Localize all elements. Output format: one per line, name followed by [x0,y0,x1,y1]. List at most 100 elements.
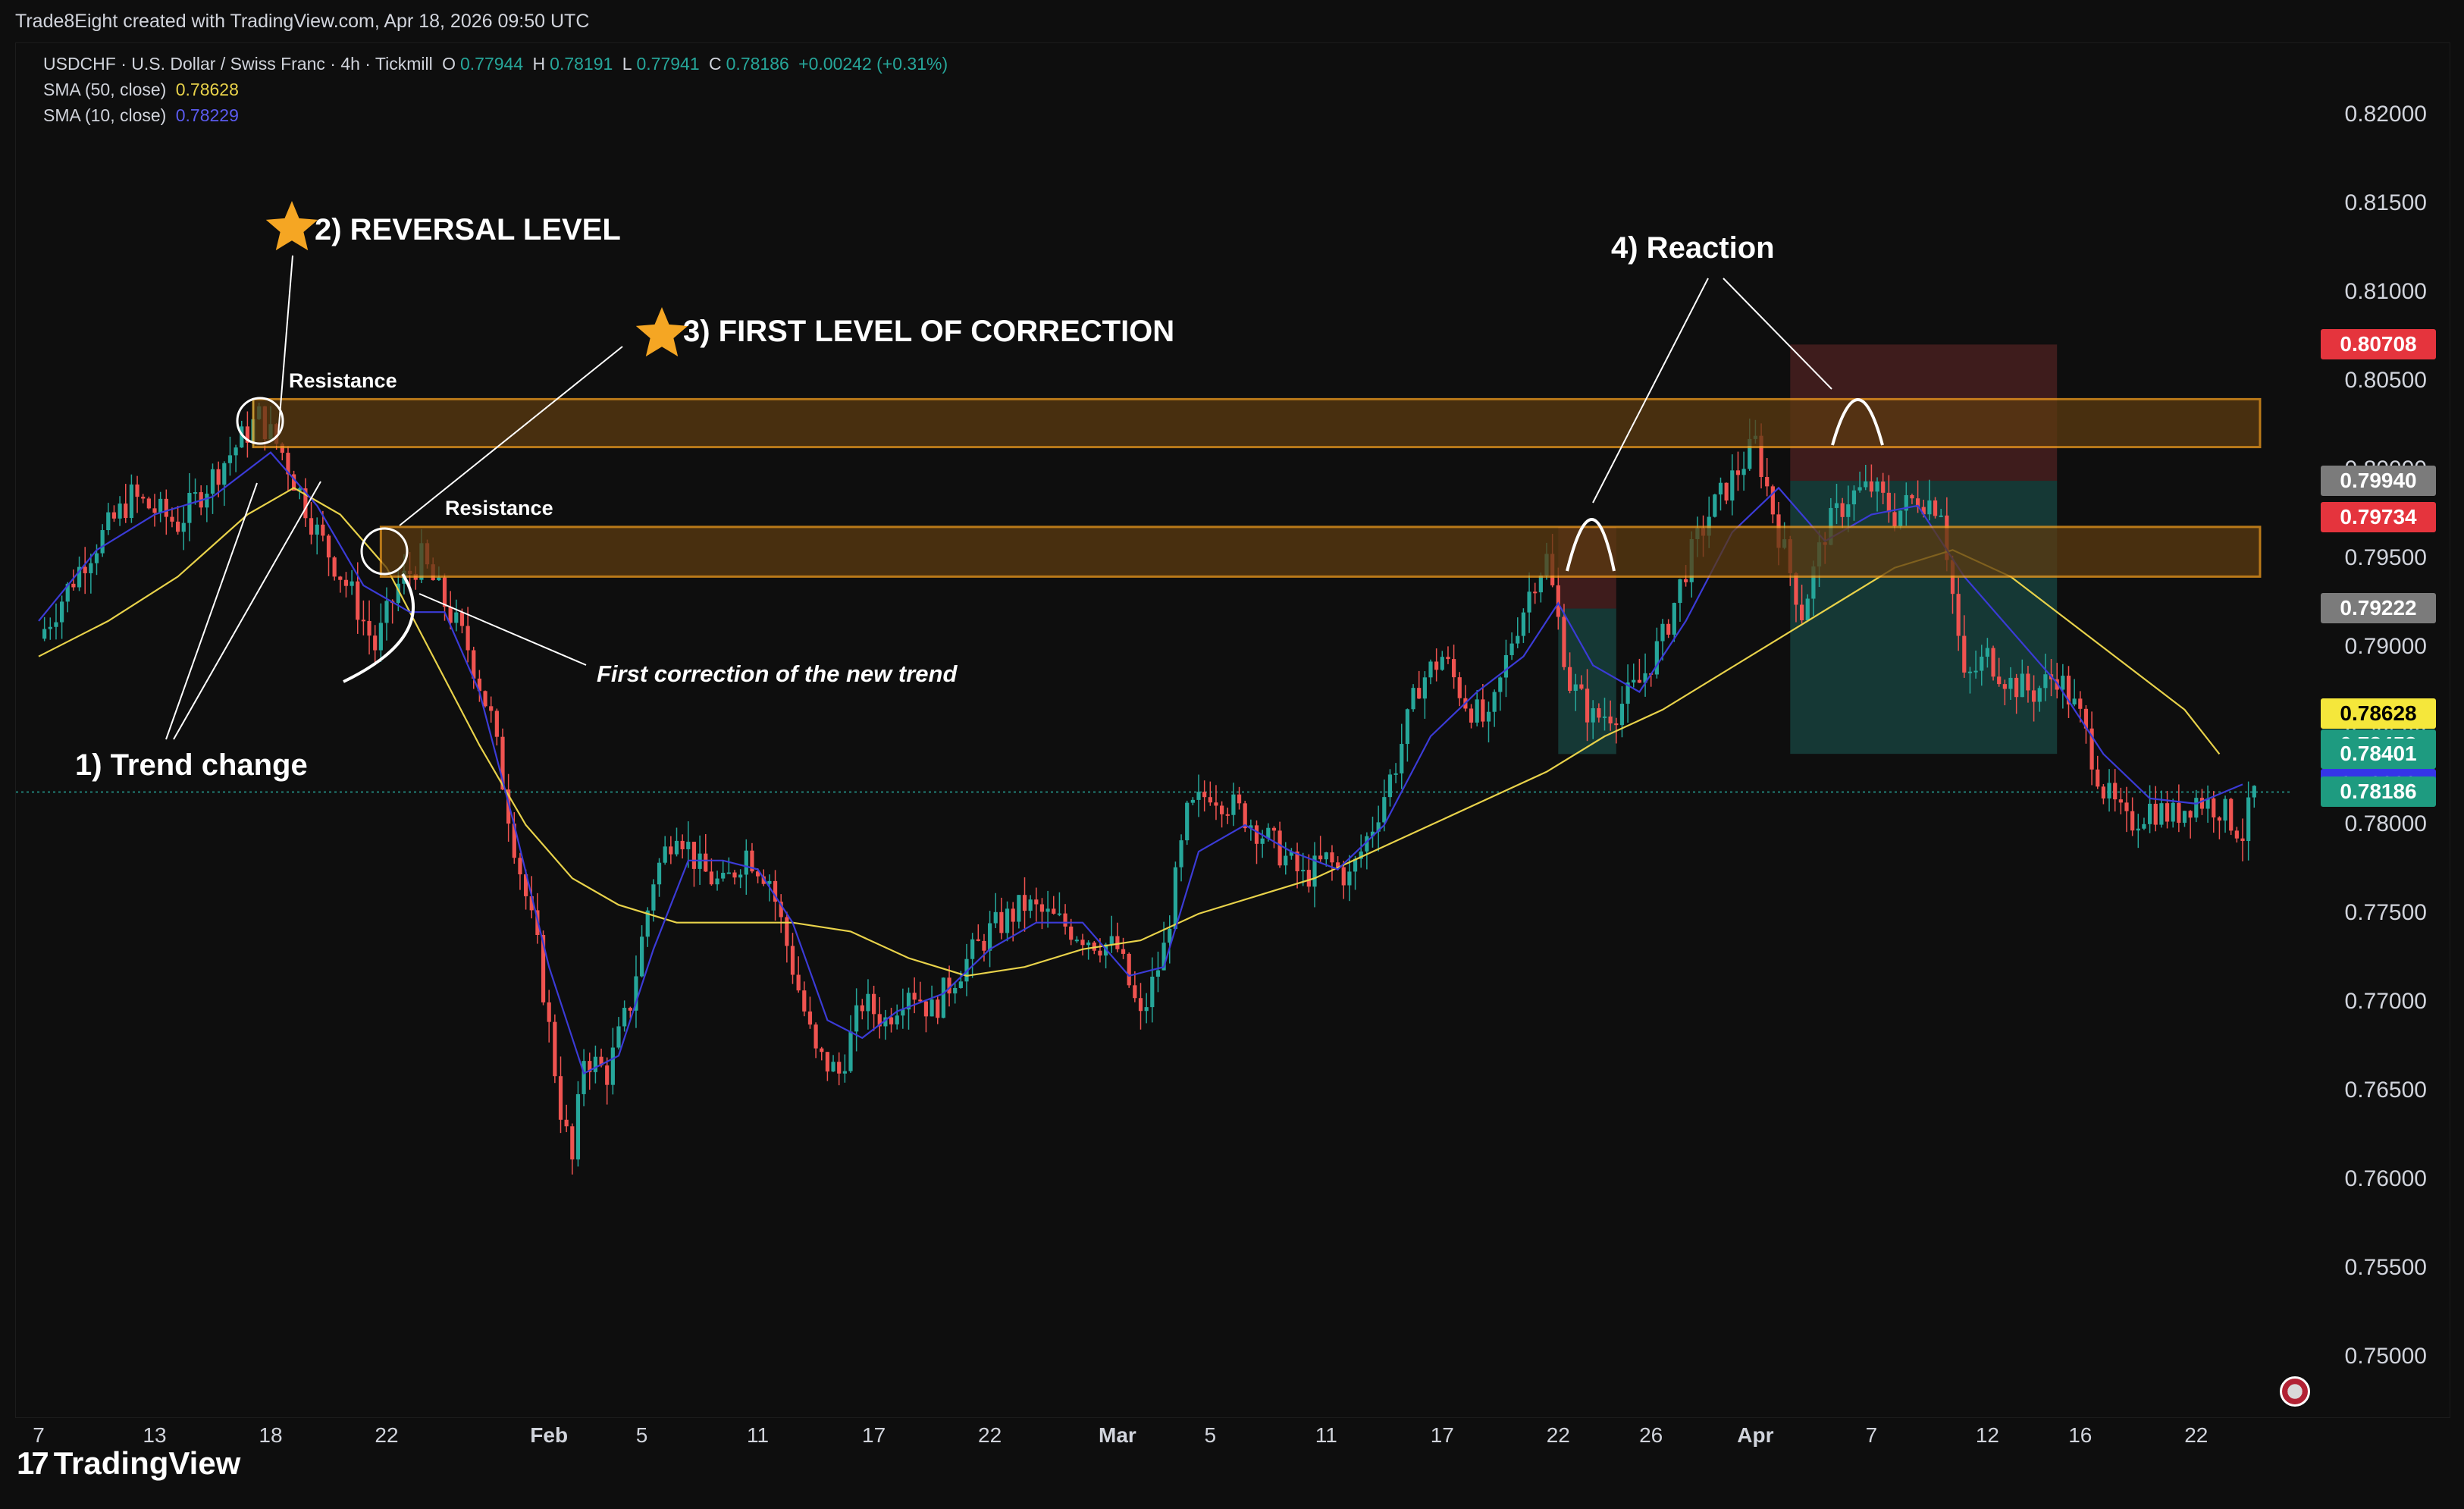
candle-down [877,1014,882,1027]
time-tick: 7 [33,1423,45,1447]
legend-sma10-row[interactable]: SMA (10, close) 0.78229 [43,105,243,126]
legend-sma50-row[interactable]: SMA (50, close) 0.78628 [43,80,243,100]
time-tick: 26 [1639,1423,1663,1447]
annotation-resistance-upper[interactable]: Resistance [289,369,397,392]
candle-up [901,1009,905,1016]
candle-down [170,516,174,522]
candle-up [297,488,302,491]
chart-frame[interactable]: USDCHF · U.S. Dollar / Swiss Franc · 4h … [15,42,2450,1447]
candle-up [77,566,82,588]
candle-down [71,583,76,588]
candle-up [964,958,969,982]
time-tick: 5 [635,1423,648,1447]
candle-up [1660,623,1665,642]
chart-canvas[interactable] [16,43,2450,1417]
candle-up [993,911,998,924]
candle-down [2032,690,2036,702]
candle-down [923,1001,929,1017]
candle-up [1632,679,1636,683]
candle-up [1718,482,1723,495]
candle-down [999,911,1004,933]
candle-up [1834,503,1839,508]
candle-down [1770,486,1775,515]
candle-up [715,878,719,885]
candle-down [124,504,128,519]
candle-up [1231,794,1236,815]
candle-up [1347,871,1352,886]
correction-arc [343,573,415,683]
candle-up [1249,825,1253,829]
candle-down [1138,998,1143,1012]
candle-down [1579,684,1584,689]
legend-low-value: 0.77941 [636,54,700,74]
candle-down [1637,679,1641,683]
candle-down [1115,936,1120,949]
candle-up [1074,940,1079,942]
candle-up [2246,797,2251,842]
candle-up [454,612,459,623]
candle-up [674,840,679,855]
legend-open-value: 0.77944 [460,54,524,74]
candle-up [1173,867,1177,929]
candle-up [1312,855,1317,887]
tradingview-logo[interactable]: 17 TradingView [17,1445,240,1482]
candle-up [866,993,870,1012]
candle-up [1284,855,1288,866]
candle-down [1916,498,1920,507]
candle-up [2182,811,2187,824]
candle-down [918,999,923,1002]
tradingview-logo-icon: 17 [17,1445,49,1481]
candle-up [622,1008,627,1027]
candle-up [1185,802,1190,841]
candle-down [506,789,511,824]
candle-down [936,999,940,1018]
candle-down [1277,830,1282,866]
candle-down [1962,635,1967,673]
annotation-first-correction-level[interactable]: 3) FIRST LEVEL OF CORRECTION [683,315,1175,348]
legend-symbol[interactable]: USDCHF · U.S. Dollar / Swiss Franc · 4h … [43,54,433,74]
candle-down [1039,904,1045,912]
candle-down [1417,688,1422,699]
candle-down [111,512,117,519]
candle-down [553,1021,557,1077]
time-tick: 13 [143,1423,167,1447]
legend-low-label: L [622,54,632,74]
candle-up [210,469,215,494]
legend-high-label: H [532,54,546,74]
candle-up [1805,598,1810,621]
candle-up [1324,852,1328,860]
candle-down [2113,783,2118,800]
candle-down [1098,950,1102,956]
time-tick: 22 [2184,1423,2209,1447]
annotation-reaction[interactable]: 4) Reaction [1611,231,1775,265]
candle-down [588,1061,592,1072]
annotation-resistance-lower[interactable]: Resistance [445,497,553,519]
candle-down [216,469,221,485]
candle-down [541,935,546,1002]
annotation-reversal-level[interactable]: 2) REVERSAL LEVEL [315,213,621,246]
candle-down [547,1002,551,1022]
time-tick: Mar [1098,1423,1136,1447]
candle-down [338,576,343,580]
candle-down [448,607,453,623]
candle-down [2124,802,2129,811]
candle-down [1892,512,1897,526]
annotation-trend-change[interactable]: 1) Trend change [75,748,308,782]
candle-down [691,842,697,869]
candle-down [628,1008,632,1011]
candle-down [709,871,713,885]
us-flag-icon[interactable] [2280,1376,2310,1407]
candle-down [1452,659,1456,678]
candle-down [1034,899,1039,905]
candle-down [2096,769,2100,787]
candle-down [1214,802,1218,806]
candle-up [1382,797,1387,823]
candle-up [2072,698,2077,704]
candle-up [118,504,122,519]
candle-up [1973,670,1978,673]
candle-down [477,678,481,692]
annotation-first-correction-note[interactable]: First correction of the new trend [597,660,958,687]
legend-close-label: C [709,54,722,74]
time-tick: 22 [978,1423,1002,1447]
candle-down [1881,482,1886,493]
